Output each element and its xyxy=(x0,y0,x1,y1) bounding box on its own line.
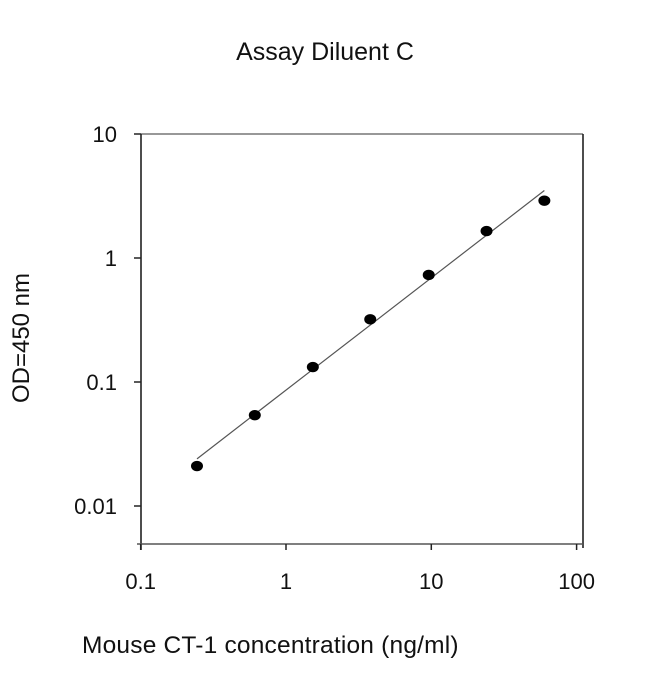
data-point xyxy=(190,460,203,472)
x-tick-label: 1 xyxy=(280,569,292,594)
data-point xyxy=(306,361,319,373)
y-tick-label: 0.01 xyxy=(74,494,117,519)
axis-ticks xyxy=(134,133,578,550)
x-axis-label: Mouse CT-1 concentration (ng/ml) xyxy=(82,632,459,659)
data-point xyxy=(480,225,493,237)
x-tick-label: 100 xyxy=(558,569,595,594)
x-tick-label: 10 xyxy=(419,569,443,594)
x-tick-label: 0.1 xyxy=(125,569,156,594)
chart-title: Assay Diluent C xyxy=(236,38,414,66)
y-tick-label: 1 xyxy=(105,246,117,271)
data-point xyxy=(538,195,551,206)
data-point xyxy=(248,409,261,421)
y-tick-label: 10 xyxy=(93,122,117,147)
data-points xyxy=(190,195,551,472)
y-tick-label: 0.1 xyxy=(86,370,117,395)
tick-labels: 0.1 1 10 100 10 1 0.1 0.01 xyxy=(74,122,595,594)
data-point xyxy=(422,269,435,281)
data-point xyxy=(364,314,377,325)
